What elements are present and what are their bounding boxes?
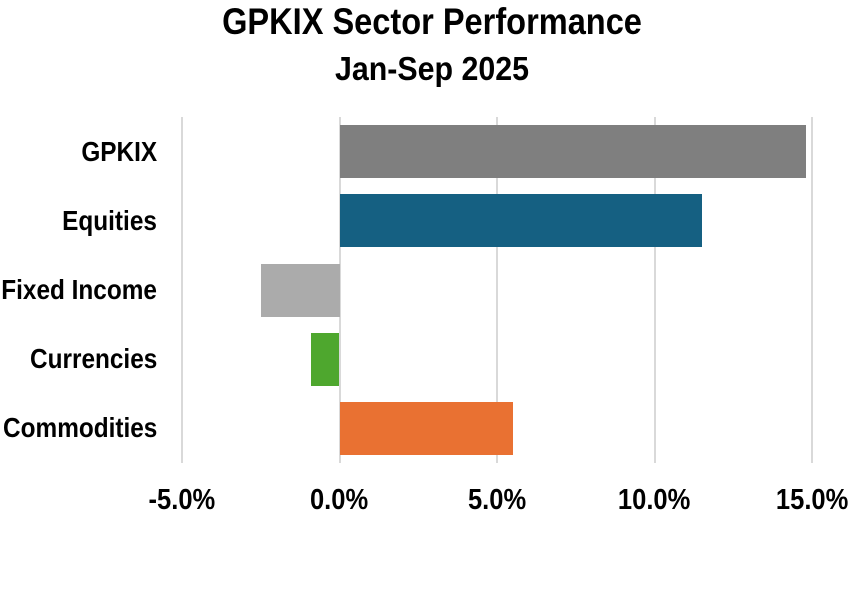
category-text: Currencies — [29, 343, 157, 375]
gridline-5.0pct — [496, 117, 498, 463]
gridline-15.0pct — [811, 117, 813, 463]
bar-equities — [339, 194, 702, 248]
category-text: GPKIX — [81, 135, 157, 167]
x-tick-label: 5.0% — [427, 484, 567, 517]
x-tick-text: 5.0% — [467, 484, 527, 516]
bar-gpkix — [339, 125, 806, 179]
category-label-gpkix: GPKIX — [0, 117, 157, 186]
gridline-0.0pct — [338, 117, 341, 463]
bar-commodities — [339, 401, 513, 455]
x-tick-text: 10.0% — [618, 484, 691, 516]
gridline-10.0pct — [653, 117, 656, 463]
category-text: Equities — [62, 204, 157, 236]
x-tick-text: 15.0% — [775, 484, 849, 516]
x-tick-label: 10.0% — [585, 484, 725, 517]
gridline--5.0pct — [181, 117, 183, 463]
x-tick-label: 15.0% — [742, 484, 864, 517]
category-label-commodities: Commodities — [0, 394, 157, 463]
category-label-equities: Equities — [0, 186, 157, 255]
chart-title: GPKIX Sector Performance — [222, 1, 642, 42]
x-tick-label: -5.0% — [112, 484, 252, 517]
x-tick-text: 0.0% — [310, 484, 369, 516]
category-text: Fixed Income — [1, 273, 157, 305]
category-label-currencies: Currencies — [0, 325, 157, 394]
chart-subtitle: Jan-Sep 2025 — [334, 50, 530, 87]
plot-area — [181, 117, 813, 463]
x-tick-label: 0.0% — [270, 484, 410, 517]
category-label-fixed-income: Fixed Income — [0, 255, 157, 324]
bar-fixed-income — [260, 263, 340, 317]
category-text: Commodities — [2, 412, 157, 444]
bar-currencies — [311, 332, 340, 386]
x-tick-text: -5.0% — [148, 484, 216, 516]
